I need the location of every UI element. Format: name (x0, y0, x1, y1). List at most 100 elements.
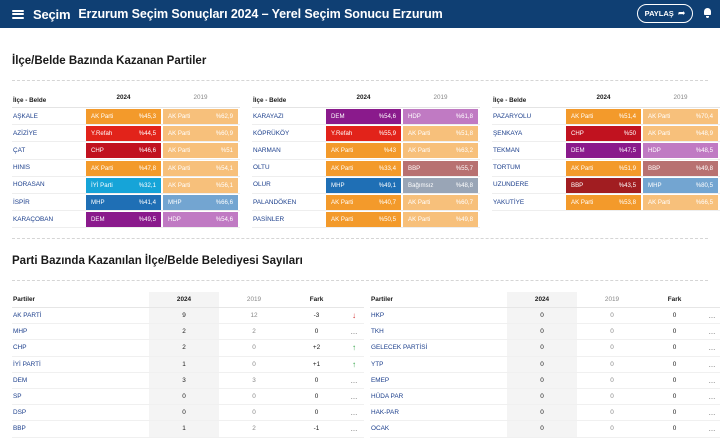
header-2024: 2024 (116, 94, 131, 101)
party-name: AK Parti (168, 181, 191, 189)
party-name-link[interactable]: DSP (13, 409, 27, 417)
party-name-link[interactable]: HÜDA PAR (371, 393, 404, 401)
vote-percent: %50 (623, 130, 636, 138)
district-name-link[interactable]: YAKUTİYE (493, 198, 525, 206)
result-2024-cell: CHP %50 (566, 125, 641, 142)
table-row[interactable]: ÇAT CHP %46,6 AK Parti %51 (12, 142, 240, 160)
district-name-link[interactable]: ÇAT (13, 146, 26, 154)
table-row[interactable]: UZUNDERE BBP %43,5 MHP %80,5 (492, 177, 720, 194)
district-name-link[interactable]: AŞKALE (13, 112, 38, 120)
table-row[interactable]: PAZARYOLU AK Parti %51,4 AK Parti %70,4 (492, 108, 720, 126)
hamburger-menu-icon[interactable] (12, 9, 24, 19)
party-name: MHP (91, 198, 105, 206)
party-badge-2019: AK Parti %48,9 (643, 126, 718, 142)
vote-percent: %80,5 (695, 181, 713, 189)
table-row[interactable]: OLTU AK Parti %33,4 BBP %55,7 (252, 160, 480, 177)
party-name-link[interactable]: EMEP (371, 376, 390, 384)
party-name: HDP (168, 216, 181, 224)
table-row[interactable]: PASİNLER AK Parti %50,5 AK Parti %49,8 (252, 211, 480, 229)
district-name-link[interactable]: PASİNLER (253, 215, 285, 223)
table-row[interactable]: TORTUM AK Parti %51,9 BBP %49,8 (492, 160, 720, 177)
party-name: AK Parti (648, 113, 671, 120)
notification-bell-icon[interactable] (703, 8, 712, 18)
table-row[interactable]: İYİ PARTİ 1 0 +1 ↑ (12, 356, 364, 373)
party-name-link[interactable]: DEM (13, 376, 28, 384)
result-2019-cell: AK Parti %62,9 (163, 108, 238, 124)
district-name-link[interactable]: KÖPRÜKÖY (253, 129, 290, 137)
party-name: AK Parti (168, 113, 191, 120)
table-row[interactable]: GELECEK PARTİSİ 0 0 0... (370, 340, 720, 357)
district-name-link[interactable]: KARAYAZI (253, 112, 284, 120)
party-name-link[interactable]: SP (13, 393, 22, 401)
party-name-link[interactable]: GELECEK PARTİSİ (371, 344, 428, 352)
count-diff: 0 (672, 328, 677, 336)
result-2024-cell: DEM %47,5 (566, 142, 641, 159)
party-name: MHP (331, 181, 345, 189)
table-row[interactable]: KÖPRÜKÖY Y.Refah %55,9 AK Parti %51,8 (252, 125, 480, 143)
table-row[interactable]: KARAÇOBAN DEM %49,5 HDP %54,6 (12, 211, 240, 229)
district-name-link[interactable]: UZUNDERE (493, 181, 529, 189)
table-row[interactable]: TKH 0 0 0... (370, 324, 720, 341)
table-row[interactable]: TEKMAN DEM %47,5 HDP %48,5 (492, 142, 720, 160)
table-row[interactable]: KARAYAZI DEM %54,6 HDP %61,8 (252, 108, 480, 126)
district-name-link[interactable]: PAZARYOLU (493, 112, 532, 120)
share-button[interactable]: PAYLAŞ ➦ (637, 4, 693, 23)
table-row[interactable]: CHP 2 0 +2 ↑ (12, 340, 364, 357)
party-name-link[interactable]: AK PARTİ (13, 312, 42, 320)
party-badge-2019: HDP %61,8 (403, 109, 478, 124)
table-row[interactable]: HAK-PAR 0 0 0... (370, 405, 720, 422)
table-row[interactable]: EMEP 0 0 0... (370, 372, 720, 389)
district-name-link[interactable]: HORASAN (13, 181, 45, 189)
district-name-link[interactable]: KARAÇOBAN (13, 215, 54, 223)
party-badge-2024: Y.Refah %55,9 (326, 126, 401, 142)
district-name-link[interactable]: ŞENKAYA (493, 129, 523, 137)
party-name: AK Parti (571, 198, 594, 206)
table-row[interactable]: AŞKALE AK Parti %45,3 AK Parti %62,9 (12, 108, 240, 126)
party-badge-2024: AK Parti %47,8 (86, 160, 161, 176)
party-name-link[interactable]: OCAK (371, 425, 390, 433)
count-diff: 0 (672, 376, 677, 384)
vote-percent: %43,5 (618, 181, 636, 189)
table-row[interactable]: İSPİR MHP %41,4 MHP %66,6 (12, 194, 240, 212)
district-name-link[interactable]: PALANDÖKEN (253, 198, 297, 206)
party-name-link[interactable]: TKH (371, 328, 384, 336)
vote-percent: %54,6 (378, 113, 396, 120)
brand-logo[interactable]: Seçim (33, 6, 71, 22)
table-row[interactable]: HORASAN İYİ Parti %32,1 AK Parti %56,1 (12, 177, 240, 194)
table-row[interactable]: BBP 1 2 -1... (12, 421, 364, 438)
table-row[interactable]: DEM 3 3 0... (12, 372, 364, 389)
party-name-link[interactable]: HAK-PAR (371, 409, 399, 417)
party-name-link[interactable]: HKP (371, 312, 385, 320)
table-row[interactable]: YAKUTİYE AK Parti %53,8 AK Parti %66,5 (492, 194, 720, 212)
party-name-link[interactable]: İYİ PARTİ (13, 360, 41, 368)
party-name-link[interactable]: YTP (371, 360, 384, 368)
table-row[interactable]: HKP 0 0 0... (370, 308, 720, 325)
vote-percent: %66,6 (215, 198, 233, 206)
table-row[interactable]: YTP 0 0 0... (370, 356, 720, 373)
table-row[interactable]: MHP 2 2 0... (12, 324, 364, 341)
party-name-link[interactable]: BBP (13, 425, 26, 433)
result-2024-cell: BBP %43,5 (566, 177, 641, 193)
table-row[interactable]: PALANDÖKEN AK Parti %40,7 AK Parti %60,7 (252, 194, 480, 212)
table-row[interactable]: HÜDA PAR 0 0 0... (370, 388, 720, 406)
district-name-link[interactable]: TEKMAN (493, 146, 520, 154)
ellipsis-icon: ... (708, 392, 716, 402)
table-row[interactable]: AK PARTİ 9 12 -3 ↓ (12, 308, 364, 325)
table-row[interactable]: OLUR MHP %49,1 Bağımsız %48,8 (252, 177, 480, 194)
table-row[interactable]: OCAK 0 0 0... (370, 421, 720, 438)
table-row[interactable]: HINIS AK Parti %47,8 AK Parti %54,1 (12, 160, 240, 177)
table-row[interactable]: DSP 0 0 0... (12, 405, 364, 422)
district-name-link[interactable]: NARMAN (253, 146, 281, 154)
table-row[interactable]: SP 0 0 0... (12, 388, 364, 406)
district-name-link[interactable]: OLUR (253, 181, 271, 189)
party-name-link[interactable]: MHP (13, 328, 28, 336)
table-row[interactable]: ŞENKAYA CHP %50 AK Parti %48,9 (492, 125, 720, 143)
district-name-link[interactable]: TORTUM (493, 164, 521, 172)
district-name-link[interactable]: AZİZİYE (13, 129, 38, 137)
district-name-link[interactable]: OLTU (253, 164, 270, 172)
table-row[interactable]: NARMAN AK Parti %43 AK Parti %63,2 (252, 142, 480, 160)
table-row[interactable]: AZİZİYE Y.Refah %44,5 AK Parti %60,9 (12, 125, 240, 143)
district-name-link[interactable]: HINIS (13, 164, 31, 172)
party-name-link[interactable]: CHP (13, 344, 27, 352)
district-name-link[interactable]: İSPİR (13, 198, 30, 206)
